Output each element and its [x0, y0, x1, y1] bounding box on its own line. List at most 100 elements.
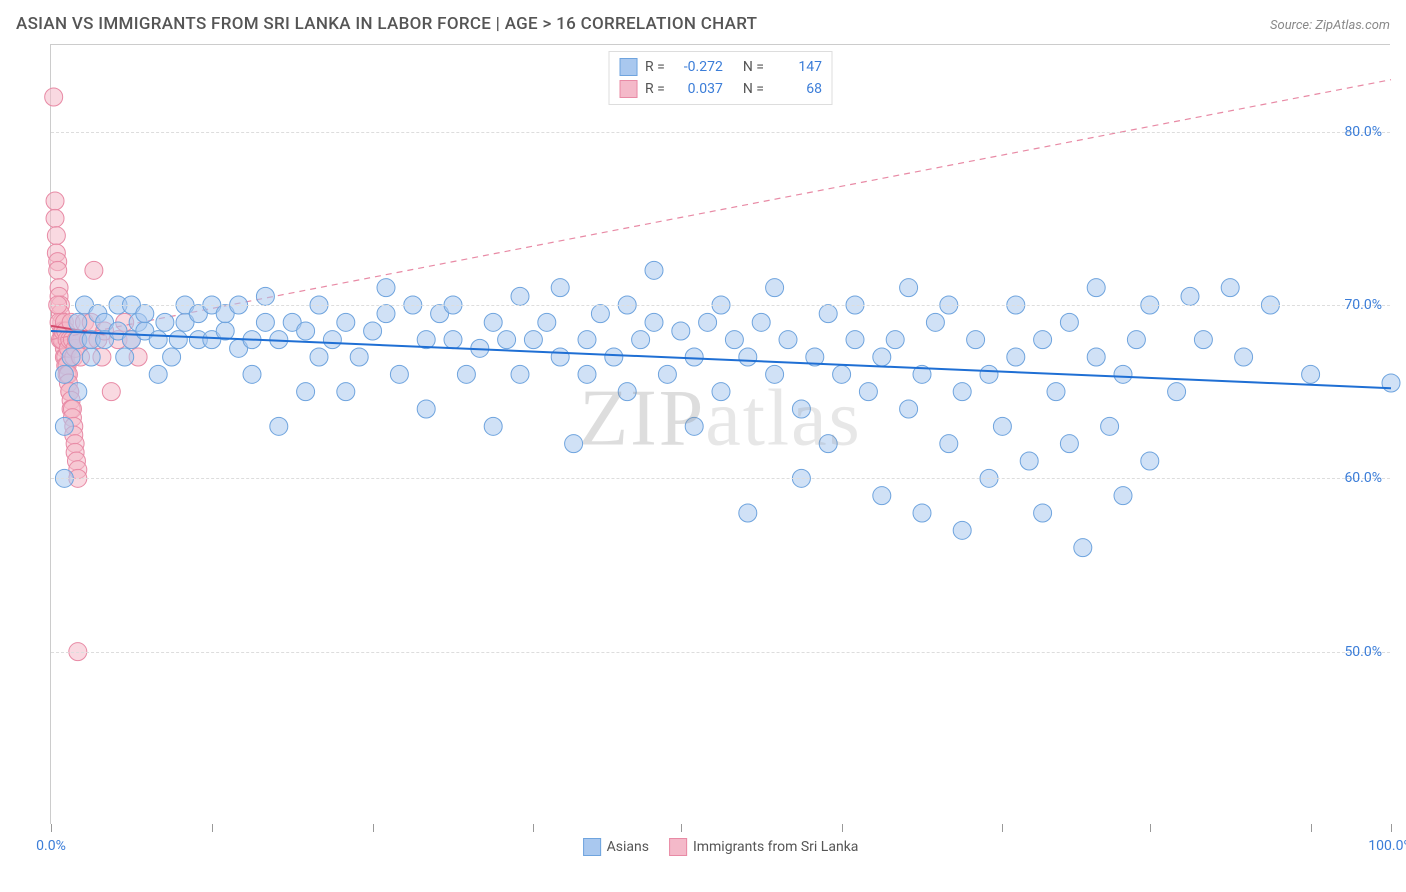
data-point — [953, 521, 971, 539]
data-point — [49, 261, 67, 279]
y-tick-label: 50.0% — [1344, 644, 1382, 660]
data-point — [310, 348, 328, 366]
data-point — [900, 400, 918, 418]
legend-series-item: Asians — [583, 838, 649, 856]
y-tick-label: 60.0% — [1344, 470, 1382, 486]
y-tick-label: 80.0% — [1344, 124, 1382, 140]
data-point — [739, 348, 757, 366]
data-point — [62, 348, 80, 366]
legend-series-item: Immigrants from Sri Lanka — [669, 838, 858, 856]
data-point — [645, 313, 663, 331]
data-point — [169, 331, 187, 349]
data-point — [377, 305, 395, 323]
data-point — [578, 331, 596, 349]
data-point — [967, 331, 985, 349]
plot-area: ZIPatlas R =-0.272N =147R =0.037N =68 As… — [50, 44, 1390, 824]
data-point — [685, 348, 703, 366]
legend-stat-row: R =0.037N =68 — [619, 78, 822, 100]
data-point — [618, 383, 636, 401]
data-point — [270, 417, 288, 435]
x-tick-label: 0.0% — [36, 838, 66, 854]
legend-series-label: Immigrants from Sri Lanka — [693, 839, 858, 855]
gridline — [51, 652, 1390, 653]
data-point — [712, 383, 730, 401]
data-point — [913, 504, 931, 522]
legend-r-label: R = — [645, 81, 665, 97]
data-point — [1168, 383, 1186, 401]
data-point — [873, 348, 891, 366]
data-point — [444, 331, 462, 349]
data-point — [55, 417, 73, 435]
data-point — [1060, 313, 1078, 331]
data-point — [337, 383, 355, 401]
data-point — [993, 417, 1011, 435]
data-point — [46, 209, 64, 227]
gridline — [51, 132, 1390, 133]
source-attribution: Source: ZipAtlas.com — [1270, 18, 1390, 33]
data-point — [1034, 331, 1052, 349]
data-point — [524, 331, 542, 349]
data-point — [672, 322, 690, 340]
data-point — [484, 417, 502, 435]
data-point — [766, 365, 784, 383]
legend-r-value: -0.272 — [673, 59, 723, 75]
x-tick-label: 100.0% — [1368, 838, 1406, 854]
data-point — [149, 331, 167, 349]
data-point — [953, 383, 971, 401]
data-point — [819, 435, 837, 453]
data-point — [926, 313, 944, 331]
data-point — [1034, 504, 1052, 522]
data-point — [725, 331, 743, 349]
data-point — [779, 331, 797, 349]
data-point — [739, 504, 757, 522]
data-point — [980, 365, 998, 383]
data-point — [645, 261, 663, 279]
data-point — [243, 365, 261, 383]
x-tick-mark — [1002, 824, 1003, 832]
legend-swatch — [669, 838, 687, 856]
data-point — [46, 192, 64, 210]
data-point — [591, 305, 609, 323]
data-point — [82, 348, 100, 366]
legend-swatch — [619, 80, 637, 98]
data-point — [364, 322, 382, 340]
data-point — [1087, 279, 1105, 297]
data-point — [498, 331, 516, 349]
data-point — [511, 287, 529, 305]
data-point — [116, 348, 134, 366]
legend-series: Asians Immigrants from Sri Lanka — [583, 838, 859, 856]
data-point — [511, 365, 529, 383]
data-point — [1007, 348, 1025, 366]
ylabel-container: In Labor Force | Age > 16 — [16, 44, 46, 824]
data-point — [337, 313, 355, 331]
legend-n-label: N = — [743, 59, 764, 75]
data-point — [55, 365, 73, 383]
y-tick-label: 70.0% — [1344, 297, 1382, 313]
legend-r-label: R = — [645, 59, 665, 75]
data-point — [85, 261, 103, 279]
data-point — [1047, 383, 1065, 401]
data-point — [578, 365, 596, 383]
data-point — [1114, 365, 1132, 383]
data-point — [69, 383, 87, 401]
data-point — [792, 400, 810, 418]
data-point — [377, 279, 395, 297]
data-point — [900, 279, 918, 297]
data-point — [1127, 331, 1145, 349]
x-tick-mark — [51, 824, 52, 832]
legend-series-label: Asians — [607, 839, 649, 855]
data-point — [149, 365, 167, 383]
data-point — [1302, 365, 1320, 383]
data-point — [699, 313, 717, 331]
gridline — [51, 478, 1390, 479]
data-point — [551, 348, 569, 366]
legend-correlation: R =-0.272N =147R =0.037N =68 — [608, 51, 833, 105]
x-tick-mark — [842, 824, 843, 832]
legend-r-value: 0.037 — [673, 81, 723, 97]
data-point — [163, 348, 181, 366]
data-point — [605, 348, 623, 366]
data-point — [1074, 539, 1092, 557]
data-point — [1141, 452, 1159, 470]
data-point — [766, 279, 784, 297]
x-tick-mark — [1311, 824, 1312, 832]
